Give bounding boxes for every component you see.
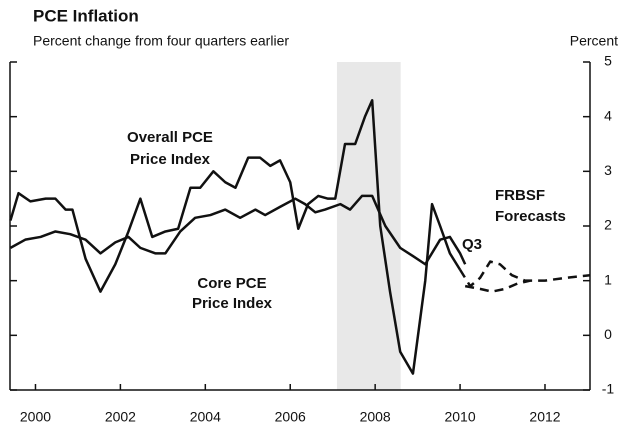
annotation: Overall PCE	[127, 129, 213, 146]
annotation: FRBSF	[495, 187, 545, 204]
y-axis-label: Percent	[570, 33, 618, 49]
y-tick-label: 5	[604, 53, 612, 69]
chart-subtitle: Percent change from four quarters earlie…	[33, 33, 289, 49]
annotation: Forecasts	[495, 208, 566, 225]
x-tick-label: 2012	[529, 409, 560, 425]
shaded-period	[336, 62, 401, 390]
forecast-line	[459, 260, 591, 288]
y-tick-label: 1	[604, 271, 612, 287]
x-tick-label: 2008	[360, 409, 391, 425]
x-tick-label: 2010	[444, 409, 475, 425]
x-tick-label: 2002	[105, 409, 136, 425]
series-line	[9, 99, 462, 375]
annotation: Price Index	[192, 295, 273, 312]
x-tick-label: 2004	[190, 409, 221, 425]
annotation: Price Index	[130, 151, 211, 168]
chart-title: PCE Inflation	[33, 6, 139, 25]
x-tick-label: 2006	[275, 409, 306, 425]
y-tick-label: 4	[604, 107, 612, 123]
x-tick-label: 2000	[20, 409, 51, 425]
series-line	[9, 194, 467, 266]
y-tick-label: 3	[604, 162, 612, 178]
annotation: Q3	[462, 236, 482, 253]
y-tick-label: 2	[604, 217, 612, 233]
y-tick-label: -1	[602, 381, 615, 397]
forecast-line	[464, 279, 531, 293]
y-tick-label: 0	[604, 326, 612, 342]
annotation: Core PCE	[197, 275, 266, 292]
